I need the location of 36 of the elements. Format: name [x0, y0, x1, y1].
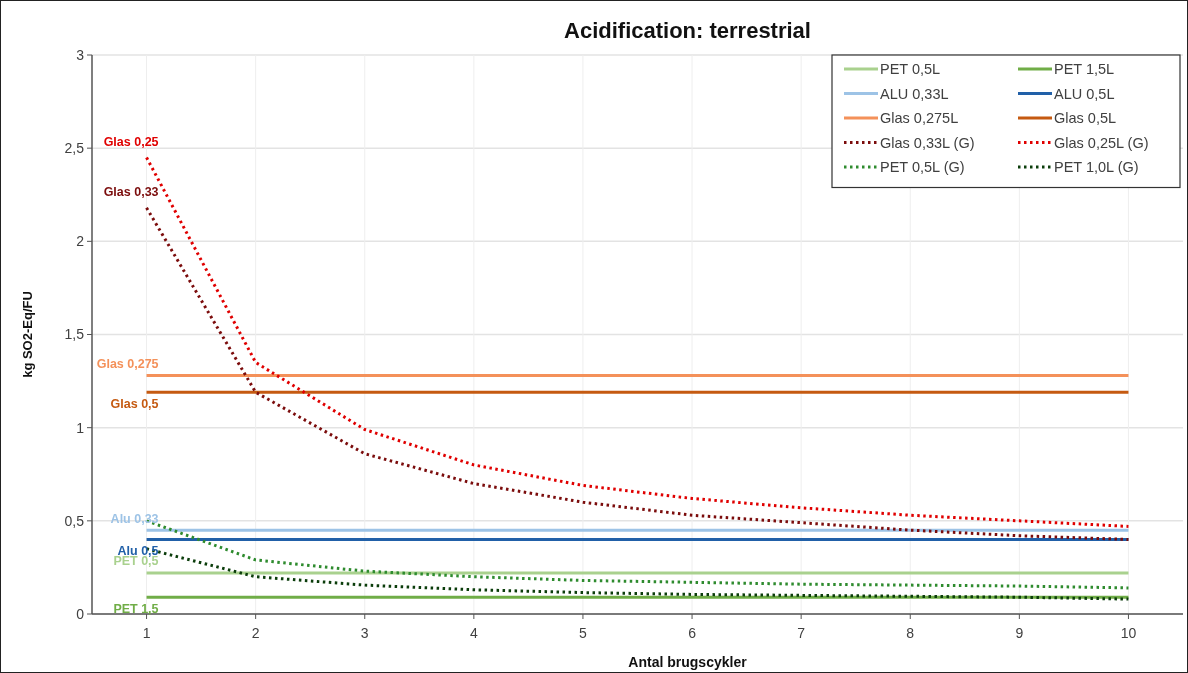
x-tick-label: 9 — [1015, 625, 1024, 641]
legend-label: ALU 0,33L — [880, 85, 949, 102]
legend-label: PET 0,5L (G) — [880, 159, 965, 176]
y-tick-label: 0,5 — [64, 512, 85, 529]
legend-label: ALU 0,5L — [1054, 85, 1115, 102]
x-tick-label: 3 — [360, 625, 369, 641]
x-tick-label: 2 — [251, 625, 260, 641]
y-tick-label: 2 — [76, 233, 85, 250]
y-tick-label: 2,5 — [64, 140, 85, 157]
y-tick-label: 1 — [76, 419, 85, 436]
y-tick-label: 1,5 — [64, 326, 85, 343]
y-tick-label: 0 — [76, 605, 85, 622]
x-tick-label: 8 — [906, 625, 915, 641]
legend-label: PET 0,5L — [880, 61, 941, 78]
x-tick-label: 1 — [142, 625, 151, 641]
legend-label: Glas 0,25L (G) — [1054, 134, 1149, 151]
legend-label: PET 1,5L — [1054, 61, 1115, 78]
x-tick-label: 6 — [688, 625, 697, 641]
x-tick-label: 4 — [469, 625, 478, 641]
x-tick-label: 5 — [579, 625, 588, 641]
legend-label: Glas 0,33L (G) — [880, 134, 975, 151]
x-tick-label: 7 — [797, 625, 806, 641]
annotation: PET 1,5 — [113, 601, 159, 616]
annotation: Glas 0,25 — [103, 134, 159, 149]
legend-label: Glas 0,5L — [1054, 110, 1117, 127]
annotation: Glas 0,5 — [110, 396, 159, 411]
x-tick-label: 10 — [1120, 625, 1137, 641]
annotation: Glas 0,33 — [103, 185, 159, 200]
x-axis-title: Antal brugscykler — [628, 654, 748, 670]
legend-label: Glas 0,275L — [880, 110, 959, 127]
y-axis-title: kg SO2-Eq/FU — [20, 291, 35, 378]
y-tick-label: 3 — [76, 46, 85, 63]
chart-title: Acidification: terrestrial — [564, 18, 811, 43]
annotation: Alu 0,33 — [110, 511, 159, 526]
annotation: Glas 0,275 — [96, 356, 159, 371]
legend-label: PET 1,0L (G) — [1054, 159, 1139, 176]
